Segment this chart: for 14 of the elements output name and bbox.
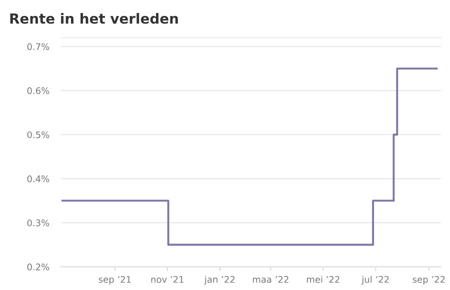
x-tick-label: jul ’22	[361, 276, 389, 285]
x-tick-label: maa ’22	[252, 276, 288, 283]
y-tick-label: 0.7%	[27, 43, 50, 50]
x-tick-label: sep ’22	[412, 276, 445, 285]
x-tick-label: sep ’21	[98, 276, 131, 285]
y-tick-label: 0.2%	[27, 264, 50, 270]
y-tick-label: 0.3%	[27, 219, 50, 226]
x-tick-label: mei ’22	[306, 276, 340, 283]
y-tick-label: 0.6%	[27, 87, 50, 94]
chart-title: Rente in het verleden	[10, 13, 178, 24]
x-tick-label: nov ’21	[151, 276, 184, 283]
y-tick-label: 0.5%	[27, 131, 50, 138]
y-tick-label: 0.4%	[27, 175, 50, 182]
x-tick-label: jan ’22	[204, 276, 234, 285]
